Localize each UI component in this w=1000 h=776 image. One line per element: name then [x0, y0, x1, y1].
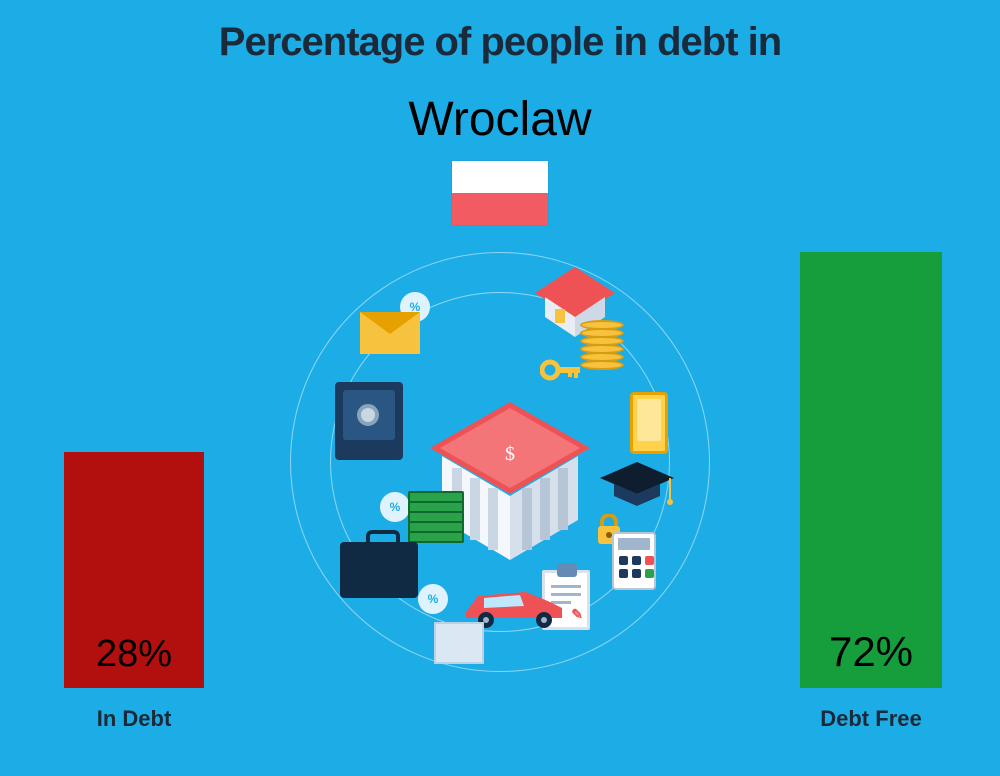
percent-badge-icon: % [380, 492, 410, 522]
bar-debt-free-value: 72% [800, 628, 942, 676]
graduation-cap-icon [600, 462, 674, 510]
poland-flag-icon [451, 160, 549, 226]
flag-bottom-stripe [452, 193, 548, 225]
cash-stack-icon [408, 487, 468, 545]
svg-text:$: $ [505, 443, 515, 465]
bar-in-debt-label: In Debt [64, 706, 204, 732]
key-icon [540, 358, 584, 382]
finance-illustration: % % % [280, 242, 720, 682]
bar-in-debt: 28% In Debt [64, 452, 204, 732]
bar-debt-free: 72% Debt Free [800, 252, 942, 732]
calculator-icon [612, 532, 656, 590]
envelope-icon [360, 312, 420, 354]
safe-icon [335, 382, 403, 460]
phone-icon [630, 392, 668, 454]
bar-debt-free-label: Debt Free [800, 706, 942, 732]
flag-top-stripe [452, 161, 548, 193]
coins-icon [580, 320, 628, 378]
city-name: Wroclaw [0, 92, 1000, 147]
bar-debt-free-rect: 72% [800, 252, 942, 688]
briefcase-icon [340, 542, 418, 598]
bar-in-debt-rect: 28% [64, 452, 204, 688]
document-icon [434, 622, 484, 664]
bar-in-debt-value: 28% [64, 633, 204, 676]
page-title: Percentage of people in debt in [0, 20, 1000, 65]
percent-badge-icon: % [418, 584, 448, 614]
